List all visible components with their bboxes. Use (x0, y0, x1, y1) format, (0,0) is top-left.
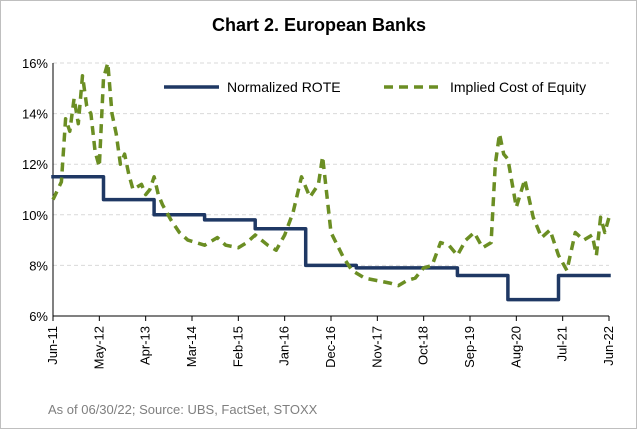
y-tick-label: 6% (29, 309, 48, 324)
x-tick-label: Jun-22 (601, 326, 616, 366)
y-tick-label: 12% (22, 157, 48, 172)
series-lines (51, 61, 611, 302)
x-tick-label: Mar-14 (184, 326, 199, 367)
chart-title: Chart 2. European Banks (212, 15, 426, 35)
gridlines (53, 62, 609, 266)
legend: Normalized ROTE Implied Cost of Equity (164, 79, 586, 95)
y-tick-labels: 6% 8% 10% 12% 14% 16% (22, 56, 48, 324)
y-tick-label: 10% (22, 208, 48, 223)
x-tick-label: Oct-18 (416, 326, 431, 365)
legend-label-normalized-rote: Normalized ROTE (227, 79, 341, 95)
x-tick-labels: Jun-11 May-12 Apr-13 Mar-14 Feb-15 Jan-16 Dec-… (45, 326, 616, 369)
x-tick-label: Apr-13 (138, 326, 153, 365)
x-tick-label: Feb-15 (230, 326, 245, 367)
x-tick-label: Dec-16 (323, 326, 338, 368)
y-tick-label: 16% (22, 56, 48, 71)
x-tick-label: May-12 (91, 326, 106, 369)
y-tick-label: 8% (29, 258, 48, 273)
x-tick-label: Jan-16 (277, 326, 292, 366)
x-tick-label: Aug-20 (508, 326, 523, 368)
source-note: As of 06/30/22; Source: UBS, FactSet, ST… (48, 402, 318, 417)
axes (52, 63, 610, 321)
series-line-normalized-rote (51, 175, 611, 302)
x-tick-label: Sep-19 (462, 326, 477, 368)
y-tick-label: 14% (22, 107, 48, 122)
legend-label-implied-cost-of-equity: Implied Cost of Equity (450, 79, 586, 95)
x-tick-label: Jul-21 (555, 326, 570, 361)
x-tick-label: Nov-17 (369, 326, 384, 368)
x-tick-label: Jun-11 (45, 326, 60, 365)
series-line-implied-cost-of-equity (51, 61, 611, 288)
